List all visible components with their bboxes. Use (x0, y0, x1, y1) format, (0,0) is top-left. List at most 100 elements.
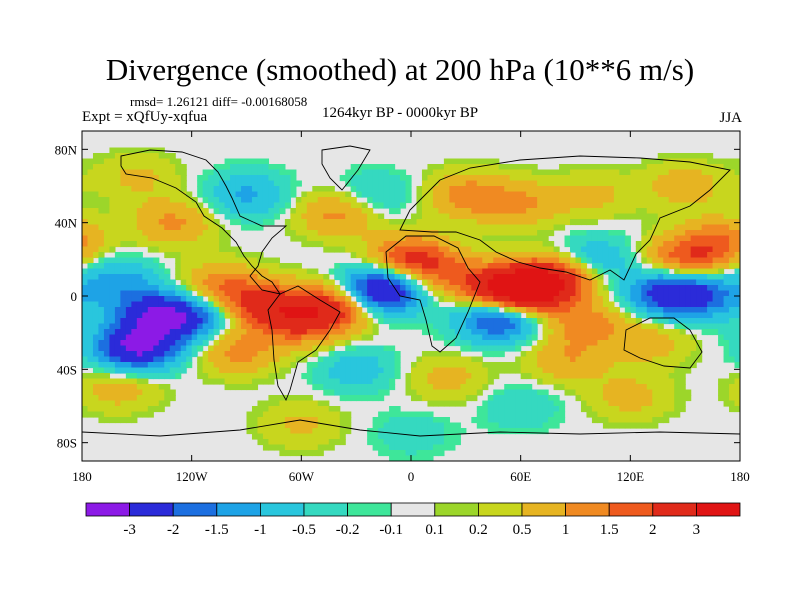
field-cell (383, 384, 390, 391)
field-cell (213, 202, 220, 209)
field-cell (389, 169, 396, 176)
field-cell (103, 169, 111, 176)
field-cell (279, 318, 286, 325)
field-cell (279, 356, 286, 363)
field-cell (553, 329, 560, 336)
field-cell (87, 246, 94, 253)
field-cell (498, 279, 505, 286)
field-cell (454, 301, 461, 308)
field-cell (142, 356, 149, 363)
field-cell (564, 301, 571, 308)
field-cell (624, 351, 631, 358)
field-cell (197, 367, 204, 374)
field-cell (120, 334, 127, 341)
field-cell (317, 235, 324, 242)
field-cell (416, 285, 423, 292)
field-cell (131, 290, 138, 297)
field-cell (378, 202, 385, 209)
field-cell (575, 180, 582, 187)
field-cell (482, 417, 489, 424)
field-cell (454, 318, 461, 325)
field-cell (718, 378, 725, 385)
field-cell (416, 235, 423, 242)
field-cell (82, 169, 89, 176)
field-cell (125, 153, 132, 160)
field-cell (350, 252, 357, 259)
field-cell (279, 279, 286, 286)
field-cell (284, 219, 291, 226)
field-cell (120, 263, 127, 270)
field-cell (635, 213, 642, 220)
field-cell (465, 219, 472, 226)
field-cell (98, 329, 105, 336)
field-cell (668, 395, 675, 402)
field-cell (421, 241, 429, 248)
field-cell (427, 307, 434, 314)
field-cell (476, 219, 483, 226)
field-cell (411, 252, 418, 259)
field-cell (591, 246, 599, 253)
field-cell (158, 345, 165, 352)
field-cell (421, 252, 429, 259)
field-cell (498, 268, 505, 275)
field-cell (597, 411, 604, 418)
field-cell (465, 301, 472, 308)
field-cell (87, 257, 94, 264)
field-cell (82, 389, 89, 396)
field-cell (175, 312, 182, 319)
field-cell (487, 323, 494, 330)
field-cell (339, 367, 346, 374)
field-cell (131, 345, 138, 352)
field-cell (718, 340, 725, 347)
field-cell (378, 186, 385, 193)
field-cell (668, 241, 675, 248)
field-cell (131, 224, 138, 231)
field-cell (186, 340, 193, 347)
field-cell (257, 213, 264, 220)
field-cell (268, 208, 275, 215)
field-cell (537, 197, 544, 204)
field-cell (82, 318, 89, 325)
field-cell (537, 373, 544, 380)
field-cell (92, 263, 100, 270)
field-cell (690, 164, 697, 171)
field-cell (690, 246, 697, 253)
field-cell (564, 257, 571, 264)
field-cell (92, 340, 100, 347)
field-cell (630, 197, 637, 204)
field-cell (136, 268, 143, 275)
field-cell (663, 400, 670, 407)
field-cell (125, 345, 132, 352)
field-cell (734, 257, 740, 264)
field-cell (482, 263, 489, 270)
field-cell (158, 329, 165, 336)
field-cell (301, 230, 308, 237)
field-cell (241, 219, 248, 226)
field-cell (328, 406, 335, 413)
field-cell (98, 389, 105, 396)
field-cell (564, 290, 571, 297)
field-cell (301, 323, 308, 330)
field-cell (454, 367, 461, 374)
field-cell (175, 268, 182, 275)
field-cell (290, 169, 297, 176)
field-cell (531, 263, 538, 270)
field-cell (679, 395, 686, 402)
field-cell (301, 202, 308, 209)
field-cell (641, 367, 648, 374)
field-cell (641, 202, 648, 209)
field-cell (411, 241, 418, 248)
field-cell (427, 235, 434, 242)
field-cell (652, 241, 659, 248)
field-cell (317, 213, 324, 220)
field-cell (257, 406, 264, 413)
field-cell (251, 428, 259, 435)
field-cell (454, 197, 461, 204)
field-cell (674, 290, 681, 297)
field-cell (251, 164, 259, 171)
field-cell (147, 301, 154, 308)
field-cell (718, 301, 725, 308)
field-cell (504, 285, 511, 292)
field-cell (454, 400, 461, 407)
field-cell (548, 180, 555, 187)
